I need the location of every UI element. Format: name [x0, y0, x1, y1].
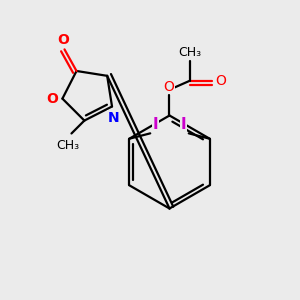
Text: O: O — [46, 92, 58, 106]
Text: I: I — [153, 117, 158, 132]
Text: O: O — [163, 80, 174, 94]
Text: N: N — [108, 111, 119, 125]
Text: O: O — [215, 74, 226, 88]
Text: CH₃: CH₃ — [178, 46, 202, 59]
Text: I: I — [181, 117, 186, 132]
Text: O: O — [57, 33, 69, 47]
Text: CH₃: CH₃ — [56, 139, 80, 152]
